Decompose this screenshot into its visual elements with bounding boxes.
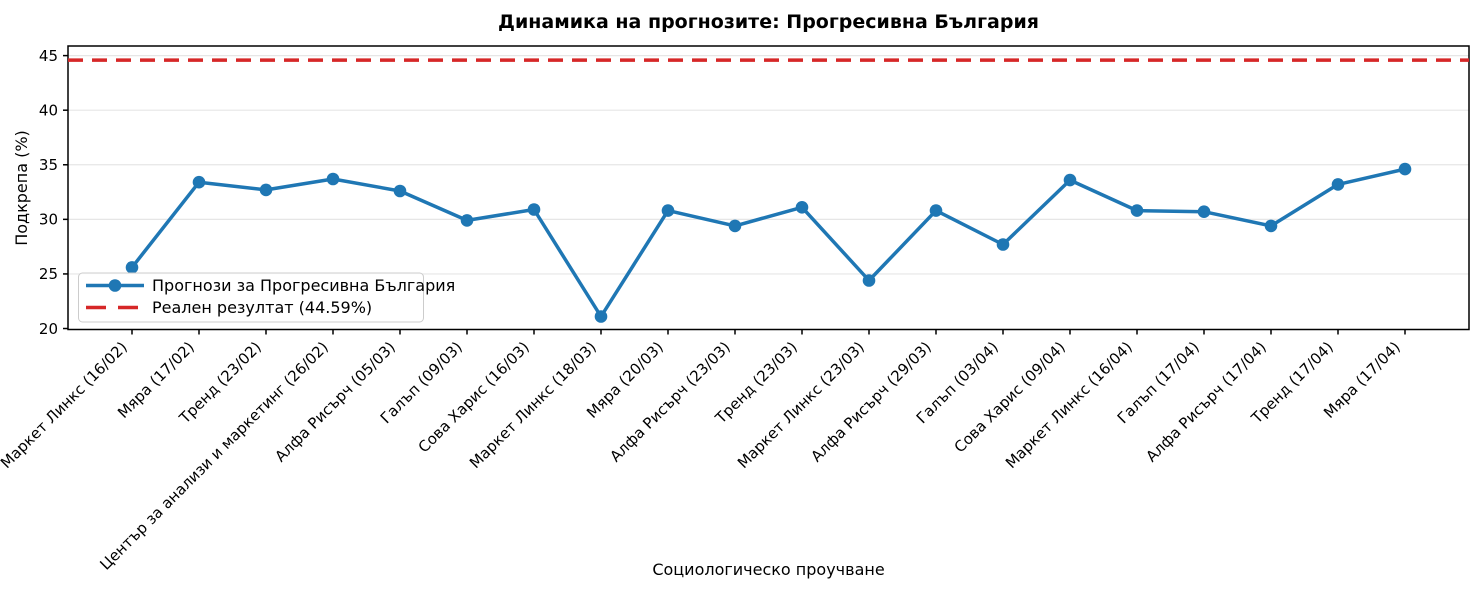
data-point-marker xyxy=(125,261,139,274)
x-tick-label: Сова Харис (16/03) xyxy=(415,338,533,456)
data-point-marker xyxy=(795,201,809,214)
x-tick-label: Алфа Рисърч (23/03) xyxy=(606,338,734,466)
y-tick-label: 40 xyxy=(39,101,58,119)
x-tick-label: Маркет Линкс (16/04) xyxy=(1002,338,1136,472)
data-point-marker xyxy=(192,175,206,189)
data-point-marker xyxy=(594,310,608,323)
data-point-marker xyxy=(1130,204,1144,217)
x-tick-label: Сова Харис (09/04) xyxy=(951,338,1069,456)
data-point-marker xyxy=(460,214,474,227)
data-point-marker xyxy=(1197,205,1211,218)
y-tick-label: 35 xyxy=(39,156,58,174)
data-point-marker xyxy=(1063,173,1077,187)
legend-forecast-marker-sample xyxy=(108,279,122,292)
x-tick-label: Алфа Рисърч (29/03) xyxy=(807,338,935,466)
y-tick-label: 25 xyxy=(39,265,58,283)
data-point-marker xyxy=(996,238,1010,251)
data-point-marker xyxy=(393,184,407,198)
data-point-marker xyxy=(728,219,742,233)
legend-real-result-label: Реален резултат (44.59%) xyxy=(152,298,372,317)
legend-box xyxy=(78,272,424,323)
forecast-line xyxy=(130,167,1407,319)
data-point-marker xyxy=(929,204,943,217)
plot-border xyxy=(67,45,1470,331)
data-point-marker xyxy=(259,183,273,197)
x-tick-label: Маркет Линкс (18/03) xyxy=(466,338,600,472)
y-axis-label: Подкрепа (%) xyxy=(12,130,31,246)
data-point-marker xyxy=(661,204,675,217)
legend-forecast-label: Прогнози за Прогресивна България xyxy=(152,276,455,295)
y-tick-label: 30 xyxy=(39,211,58,229)
y-tick-label: 45 xyxy=(39,47,58,65)
x-tick-label: Маркет Линкс (23/03) xyxy=(734,338,868,472)
x-tick-label: Алфа Рисърч (05/03) xyxy=(271,338,399,466)
x-tick-label: Маркет Линкс (16/02) xyxy=(0,338,131,472)
x-tick-label: Алфа Рисърч (17/04) xyxy=(1142,338,1270,466)
data-point-marker xyxy=(862,274,876,287)
x-tick-label: Център за анализи и маркетинг (26/02) xyxy=(96,338,331,573)
data-point-marker xyxy=(1264,219,1278,233)
legend: Прогнози за Прогресивна България Реален р… xyxy=(78,272,455,323)
data-point-marker xyxy=(1398,162,1412,176)
data-point-marker xyxy=(326,172,340,186)
x-axis-label: Социологическо проучване xyxy=(652,560,884,579)
data-point-marker xyxy=(1331,178,1345,191)
data-point-marker xyxy=(527,203,541,216)
chart-title: Динамика на прогнозите: Прогресивна Бълг… xyxy=(498,11,1039,33)
y-tick-label: 20 xyxy=(39,320,58,338)
